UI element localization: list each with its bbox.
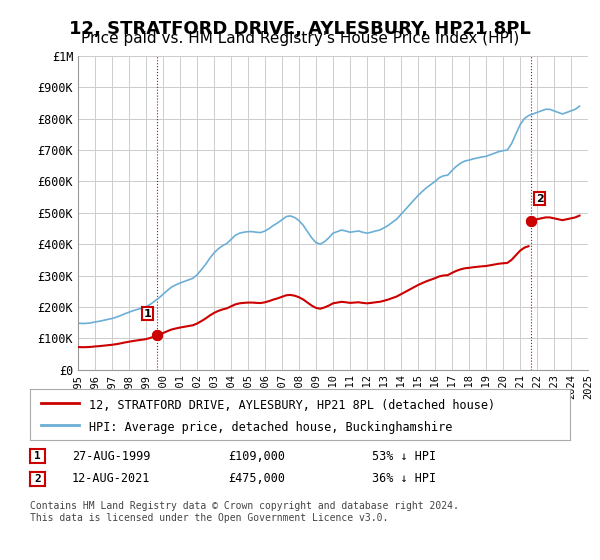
Text: 12, STRATFORD DRIVE, AYLESBURY, HP21 8PL: 12, STRATFORD DRIVE, AYLESBURY, HP21 8PL xyxy=(69,20,531,38)
Text: 53% ↓ HPI: 53% ↓ HPI xyxy=(372,450,436,463)
Text: Price paid vs. HM Land Registry's House Price Index (HPI): Price paid vs. HM Land Registry's House … xyxy=(81,31,519,46)
Text: 1: 1 xyxy=(143,309,151,319)
Text: 27-AUG-1999: 27-AUG-1999 xyxy=(72,450,151,463)
Text: 2: 2 xyxy=(34,474,41,483)
Text: 12-AUG-2021: 12-AUG-2021 xyxy=(72,472,151,486)
Text: HPI: Average price, detached house, Buckinghamshire: HPI: Average price, detached house, Buck… xyxy=(89,421,453,434)
Text: Contains HM Land Registry data © Crown copyright and database right 2024.
This d: Contains HM Land Registry data © Crown c… xyxy=(30,501,459,523)
Text: 2: 2 xyxy=(536,194,544,204)
Text: £475,000: £475,000 xyxy=(228,472,285,486)
Text: 36% ↓ HPI: 36% ↓ HPI xyxy=(372,472,436,486)
Text: 12, STRATFORD DRIVE, AYLESBURY, HP21 8PL (detached house): 12, STRATFORD DRIVE, AYLESBURY, HP21 8PL… xyxy=(89,399,496,412)
Text: £109,000: £109,000 xyxy=(228,450,285,463)
Text: 1: 1 xyxy=(34,451,41,461)
